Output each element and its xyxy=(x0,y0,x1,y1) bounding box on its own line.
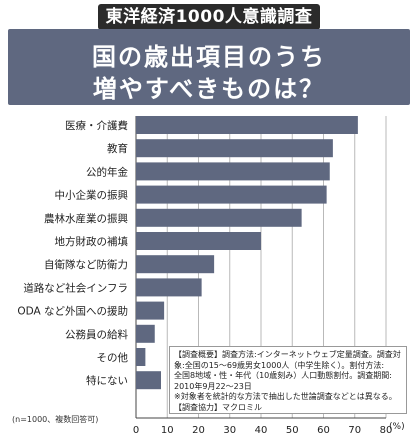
survey-badge: 東洋経済1000人意識調査 xyxy=(98,4,320,30)
category-label: 公的年金 xyxy=(86,165,128,178)
category-label: ODA など外国への援助 xyxy=(17,305,128,318)
bar xyxy=(136,232,261,250)
bar xyxy=(136,185,327,204)
note-line: 【調査協力】マクロミル xyxy=(174,402,262,412)
x-tick-label: 30 xyxy=(223,425,236,436)
category-label: 中小企業の振興 xyxy=(55,189,129,202)
bar xyxy=(136,278,202,297)
x-tick-label: 20 xyxy=(192,425,205,436)
bar xyxy=(136,371,161,390)
x-tick-label: 70 xyxy=(348,425,361,436)
category-label: 自衛隊など防衛力 xyxy=(44,258,128,271)
title-band: 国の歳出項目のうち 増やすべきものは？ xyxy=(8,29,410,105)
bar xyxy=(136,324,155,343)
category-label: 特にない xyxy=(86,375,128,387)
chart-title-line-1: 国の歳出項目のうち xyxy=(92,42,326,71)
bar xyxy=(136,208,302,227)
x-axis-unit: (%) xyxy=(389,422,405,432)
category-label: 医療・介護費 xyxy=(65,119,128,132)
note-line: 全国8地域・性・年代（10歳刻み）人口動態割付。調査期間: xyxy=(174,371,392,380)
category-label: 教育 xyxy=(107,142,128,155)
note-line: ※対象者を統計的な方法で抽出した世論調査などとは異なる。 xyxy=(174,392,397,401)
note-line: 象:全国の15～69歳男女1000人（中学生除く）。割付方法: xyxy=(174,360,385,370)
x-tick-label: 80 xyxy=(380,425,393,436)
bar xyxy=(136,255,215,274)
sample-footnote: (n=1000、複数回答可) xyxy=(12,415,99,424)
x-tick-label: 0 xyxy=(133,425,139,436)
x-tick-label: 40 xyxy=(255,425,268,436)
bar xyxy=(136,139,333,158)
bar xyxy=(136,348,146,366)
bar xyxy=(136,162,330,181)
category-label: 道路など社会インフラ xyxy=(23,281,128,294)
x-tick-label: 60 xyxy=(317,425,330,436)
x-tick-label: 50 xyxy=(286,425,299,436)
chart-title-line-2: 増やすべきものは？ xyxy=(92,74,326,103)
x-tick-label: 10 xyxy=(161,425,174,436)
bar xyxy=(136,116,358,134)
note-line: 【調査概要】調査方法:インターネットウェブ定量調査。調査対 xyxy=(174,350,401,359)
bar xyxy=(136,301,165,320)
category-label: 地方財政の補填 xyxy=(55,235,129,248)
note-line: 2010年9月22～23日 xyxy=(174,381,252,391)
survey-note-box: 【調査概要】調査方法:インターネットウェブ定量調査。調査対 象:全国の15～69… xyxy=(169,346,407,414)
category-label: 公務員の給料 xyxy=(65,328,128,341)
category-label: その他 xyxy=(97,351,129,364)
category-label: 農林水産業の振興 xyxy=(44,212,128,225)
